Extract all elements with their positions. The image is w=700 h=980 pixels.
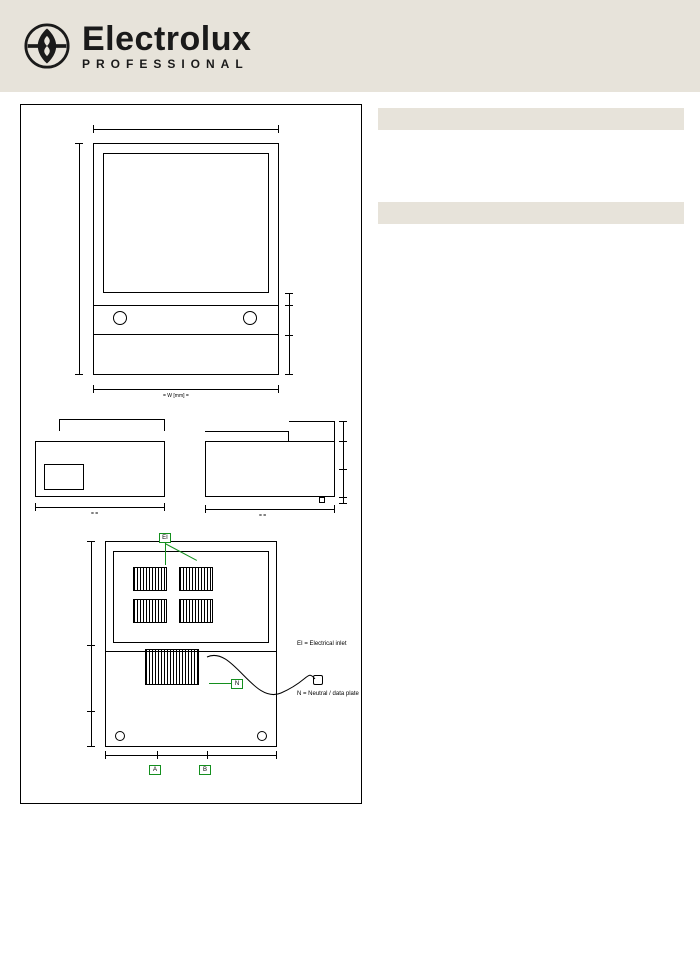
side-foot	[319, 497, 325, 503]
dimension-tick	[207, 751, 208, 759]
dimension-line	[93, 389, 279, 390]
dimension-tick	[339, 421, 347, 422]
dimension-line	[79, 143, 80, 375]
electrolux-logo-icon	[24, 23, 70, 69]
dimension-tick	[87, 746, 95, 747]
dimension-tick	[93, 125, 94, 133]
callout-leader	[165, 543, 166, 565]
side-top-step	[289, 421, 335, 441]
dimension-tick	[285, 293, 293, 294]
callout-marker: B	[199, 765, 211, 775]
dimension-tick	[105, 751, 106, 759]
side-lid	[59, 419, 165, 431]
diagram-plan-view: EI N A B EI = Electric	[67, 541, 281, 787]
legend-text: EI = Electrical inlet	[297, 641, 347, 649]
side-top-step	[205, 431, 289, 441]
dimension-tick	[276, 751, 277, 759]
dimension-tick	[75, 374, 83, 375]
ventilation-grille-icon	[133, 599, 167, 623]
dimension-tick	[339, 469, 347, 470]
dimension-tick	[157, 751, 158, 759]
section-band	[378, 108, 684, 130]
plan-upper-plate	[113, 551, 269, 643]
dimension-tick	[205, 505, 206, 513]
content-area: = W [mm] = = =	[0, 92, 700, 980]
dimension-tick	[35, 503, 36, 511]
dimension-tick	[87, 645, 95, 646]
dimension-tick	[339, 497, 347, 498]
dimension-tick	[75, 143, 83, 144]
dimension-tick	[278, 385, 279, 393]
side-access-panel	[44, 464, 84, 490]
brand-text: Electrolux PROFESSIONAL	[82, 22, 251, 70]
brand-main: Electrolux	[82, 22, 251, 56]
dimension-tick	[285, 374, 293, 375]
dimension-line	[91, 541, 92, 747]
callout-marker: A	[149, 765, 161, 775]
ventilation-grille-icon	[179, 599, 213, 623]
dimension-line	[343, 421, 344, 503]
diagram-front-view: = W [mm] =	[93, 143, 279, 375]
legend-text: N = Neutral / data plate	[297, 691, 359, 699]
foot-icon	[257, 731, 267, 741]
ventilation-grille-icon	[179, 567, 213, 591]
side-body	[205, 441, 335, 497]
header-band: Electrolux PROFESSIONAL	[0, 0, 700, 92]
dimension-tick	[87, 711, 95, 712]
dimension-label: = =	[259, 513, 266, 519]
power-plug-icon	[313, 675, 323, 685]
control-knob-icon	[243, 311, 257, 325]
dimension-line	[93, 129, 279, 130]
power-cord-icon	[203, 649, 323, 729]
dimension-tick	[339, 503, 347, 504]
front-cooktop-inset	[103, 153, 269, 293]
dimension-line	[35, 507, 165, 508]
dimension-tick	[285, 335, 293, 336]
dimension-tick	[87, 541, 95, 542]
dimension-tick	[278, 125, 279, 133]
diagram-side-view-right: = =	[199, 419, 349, 503]
dimension-line	[205, 509, 335, 510]
dimension-tick	[285, 305, 293, 306]
control-knob-icon	[113, 311, 127, 325]
side-body	[35, 441, 165, 497]
dimension-tick	[334, 505, 335, 513]
callout-marker: EI	[159, 533, 171, 543]
technical-diagram-panel: = W [mm] = = =	[20, 104, 362, 804]
foot-icon	[115, 731, 125, 741]
brand-sub: PROFESSIONAL	[82, 58, 251, 70]
dimension-label: = W [mm] =	[163, 393, 189, 399]
dimension-tick	[93, 385, 94, 393]
diagram-side-view-left: = =	[35, 419, 185, 503]
ventilation-grille-icon	[133, 567, 167, 591]
dimension-label: = =	[91, 511, 98, 517]
dimension-line	[105, 755, 277, 756]
dimension-tick	[339, 441, 347, 442]
section-band	[378, 202, 684, 224]
dimension-tick	[164, 503, 165, 511]
